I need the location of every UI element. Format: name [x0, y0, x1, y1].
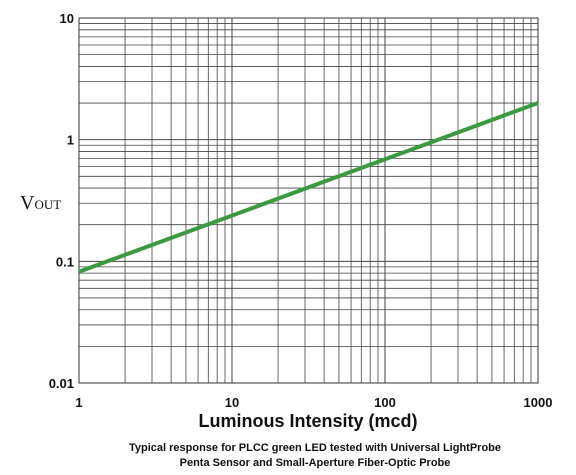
y-tick-label: 0.1 — [56, 254, 74, 269]
y-tick-label: 10 — [60, 11, 74, 26]
x-tick-label: 1 — [75, 395, 82, 410]
y-tick-label: 0.01 — [49, 376, 74, 391]
y-axis-label-main: V — [20, 192, 35, 214]
tick-labels: 1 10 100 1000 10 1 0.1 0.01 — [49, 11, 553, 410]
plot-frame — [78, 17, 539, 384]
y-tick-label: 1 — [67, 133, 74, 148]
x-tick-label: 10 — [225, 395, 239, 410]
x-tick-label: 1000 — [524, 395, 553, 410]
grid — [78, 17, 539, 384]
series-line-0 — [78, 101, 539, 274]
x-axis-label: Luminous Intensity (mcd) — [198, 411, 417, 431]
series-layer — [78, 101, 539, 274]
y-axis-label-sub: OUT — [34, 197, 61, 212]
y-axis-label: VOUT — [20, 192, 61, 214]
caption-line-1: Typical response for PLCC green LED test… — [129, 442, 501, 454]
caption-line-2: Penta Sensor and Small-Aperture Fiber-Op… — [180, 457, 451, 469]
x-tick-label: 100 — [374, 395, 396, 410]
